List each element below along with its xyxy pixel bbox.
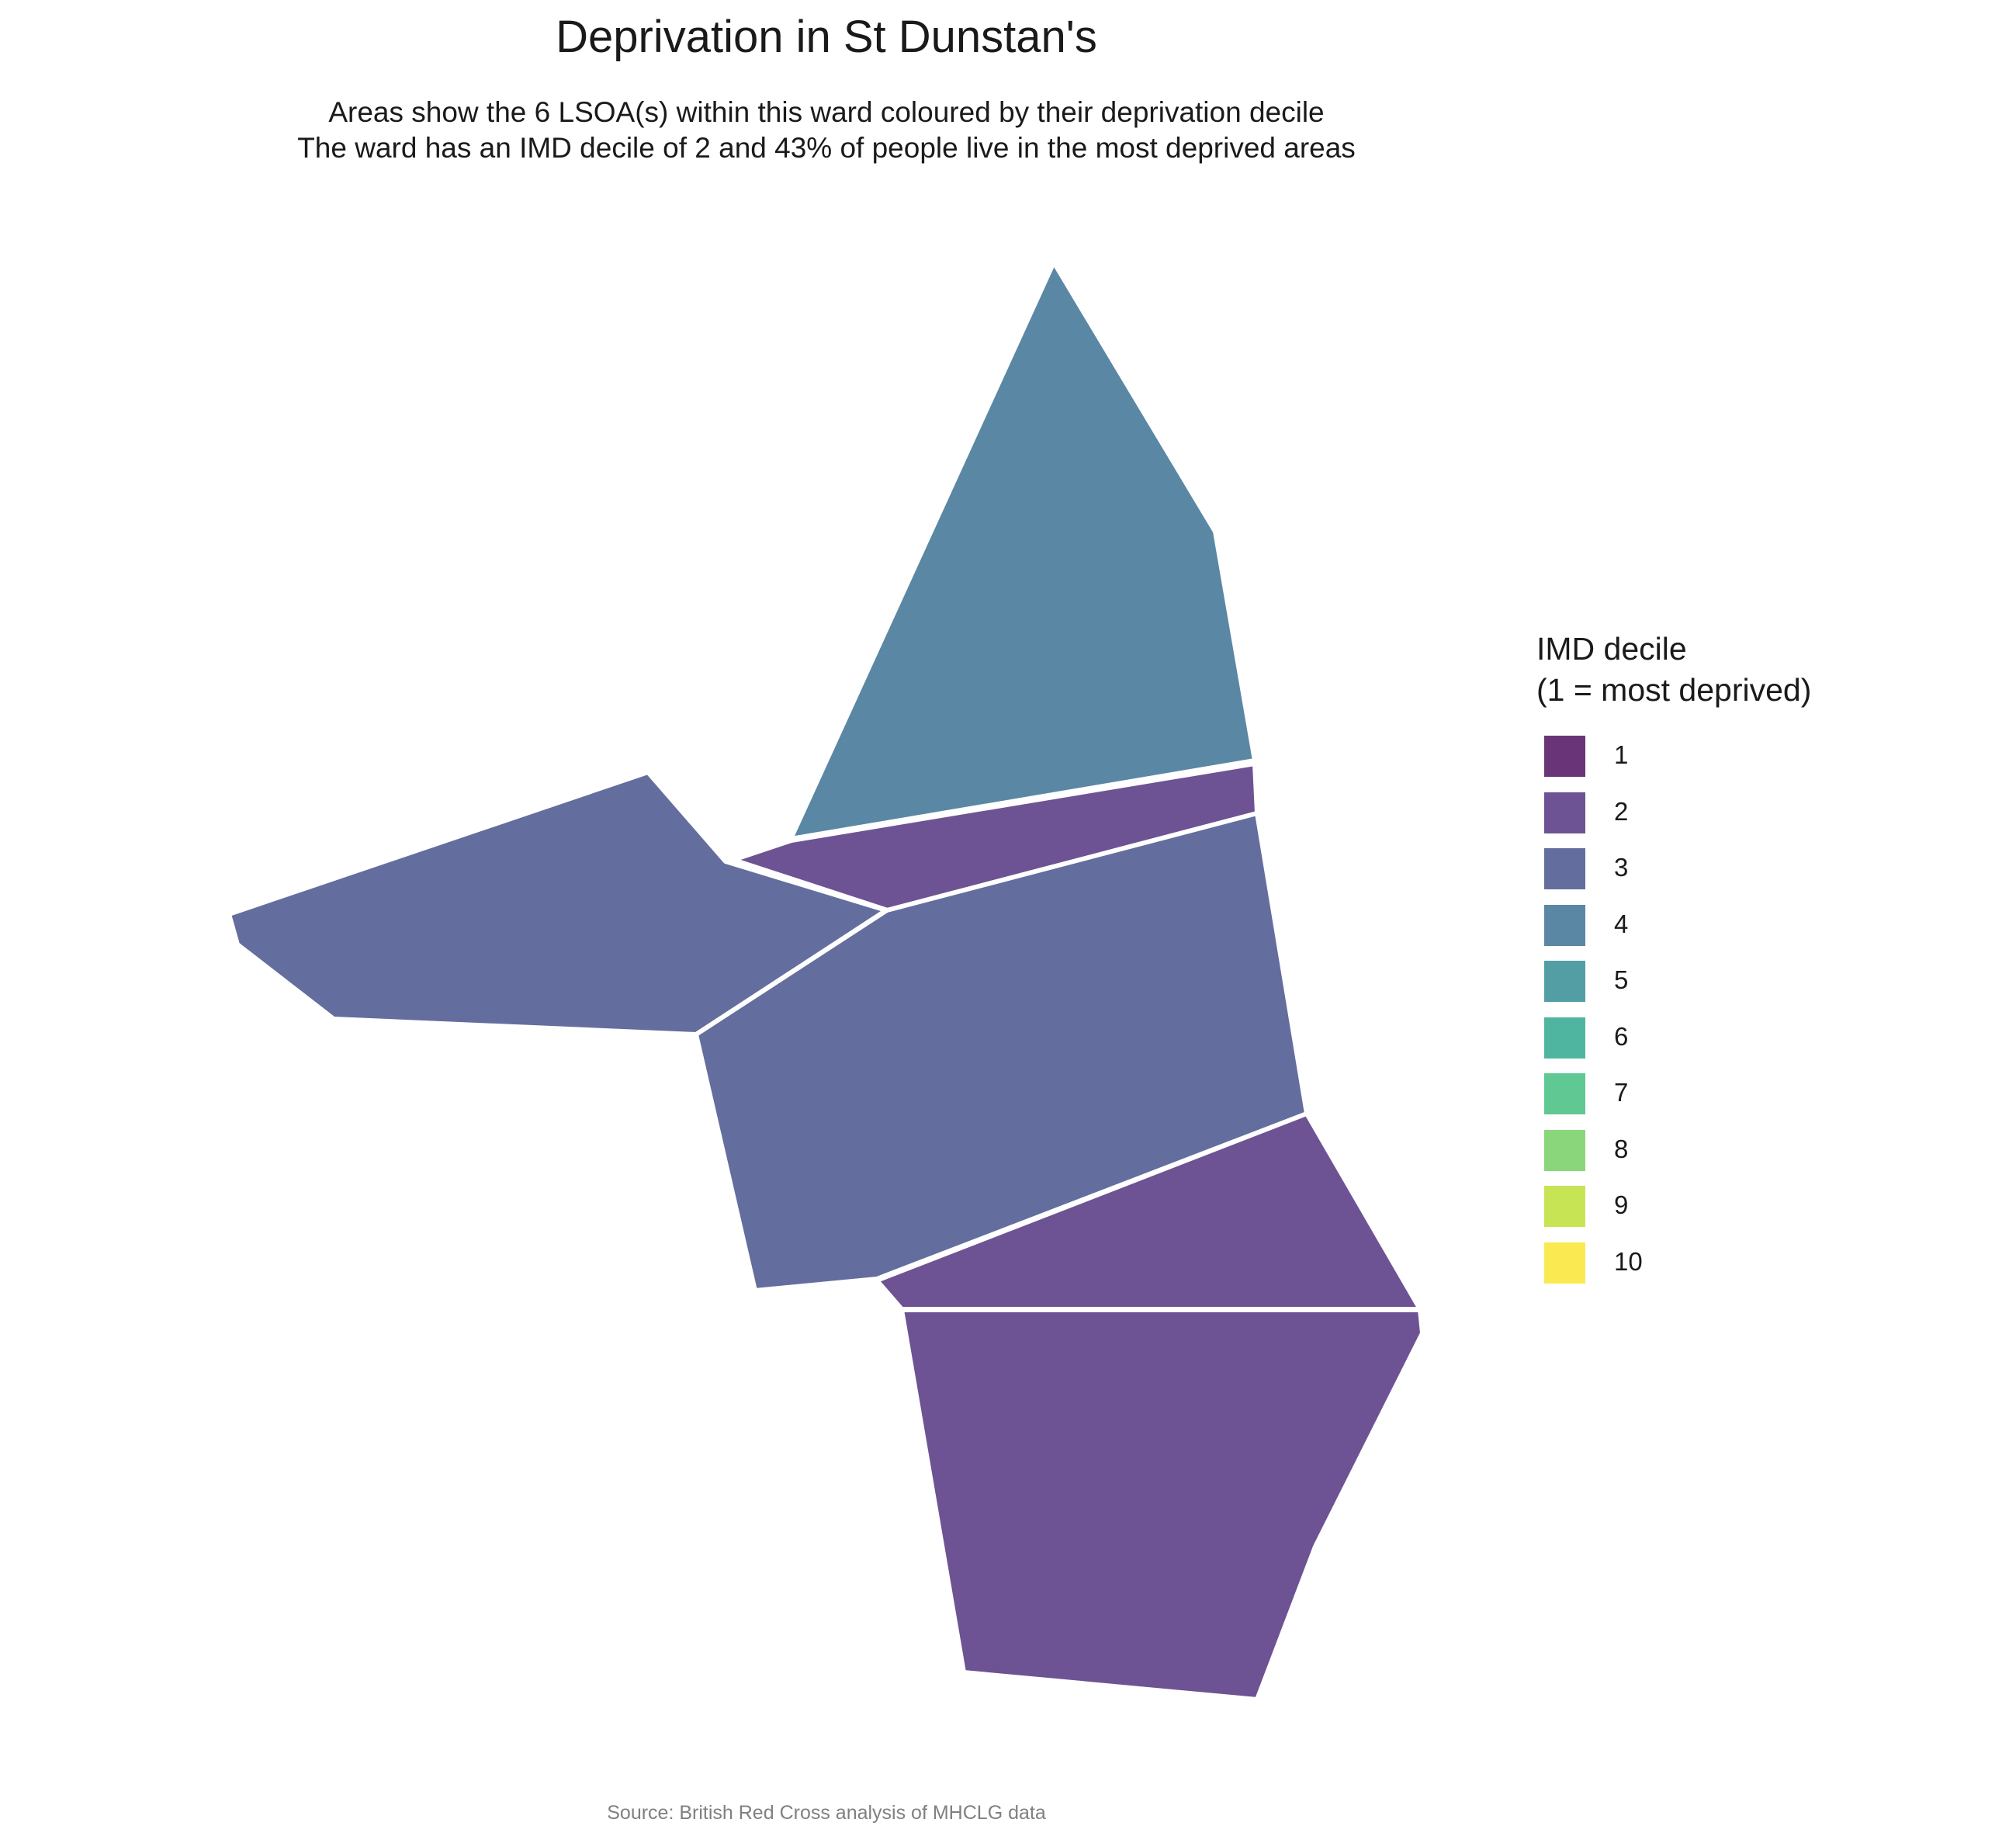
legend-item: 2 [1536, 788, 1811, 844]
legend-title-line2: (1 = most deprived) [1536, 672, 1812, 708]
legend-item: 7 [1536, 1069, 1811, 1125]
chart-subtitle-line2: The ward has an IMD decile of 2 and 43% … [297, 132, 1356, 164]
legend-item: 1 [1536, 731, 1811, 788]
legend-swatch [1544, 904, 1585, 946]
legend-label: 9 [1614, 1190, 1629, 1219]
legend-item: 6 [1536, 1013, 1811, 1069]
legend-item: 3 [1536, 844, 1811, 900]
lsoa-south [899, 1308, 1425, 1702]
legend-item: 9 [1536, 1181, 1811, 1238]
source-caption: Source: British Red Cross analysis of MH… [607, 1802, 1046, 1824]
legend-swatch [1544, 792, 1585, 833]
lsoa-north [788, 260, 1257, 841]
legend-label: 10 [1614, 1246, 1643, 1276]
legend-swatch [1544, 961, 1585, 1002]
legend-swatch [1544, 1242, 1585, 1284]
legend-item: 8 [1536, 1125, 1811, 1182]
legend-swatch [1544, 1017, 1585, 1059]
chart-title: Deprivation in St Dunstan's [556, 12, 1097, 62]
legend-items: 1 2 3 4 5 6 7 8 9 10 [1536, 731, 1811, 1294]
legend-label: 4 [1614, 909, 1629, 938]
legend-label: 1 [1614, 740, 1629, 769]
lsoa-west [227, 770, 888, 1037]
legend-label: 3 [1614, 853, 1629, 882]
chart-subtitle-line1: Areas show the 6 LSOA(s) within this war… [328, 96, 1325, 128]
legend-title-line1: IMD decile [1536, 631, 1687, 667]
legend-label: 7 [1614, 1078, 1629, 1107]
legend-swatch [1544, 848, 1585, 889]
legend-item: 4 [1536, 900, 1811, 957]
legend-swatch [1544, 1073, 1585, 1114]
legend-swatch [1544, 1129, 1585, 1171]
legend-label: 6 [1614, 1021, 1629, 1051]
legend-label: 5 [1614, 965, 1629, 994]
legend-label: 8 [1614, 1134, 1629, 1163]
legend: IMD decile (1 = most deprived) 1 2 3 4 5… [1536, 629, 1811, 1294]
legend-item: 5 [1536, 956, 1811, 1013]
legend-swatch [1544, 736, 1585, 777]
legend-swatch [1544, 1186, 1585, 1227]
legend-label: 2 [1614, 796, 1629, 826]
legend-item: 10 [1536, 1238, 1811, 1294]
